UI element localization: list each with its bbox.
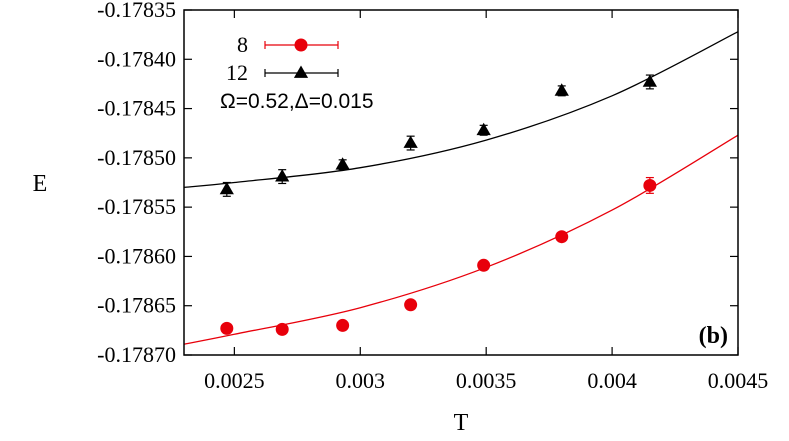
y-tick-label: -0.17855: [97, 194, 176, 219]
data-point-series-8: [275, 322, 289, 336]
legend: 8 12: [226, 32, 339, 85]
y-tick-label: -0.17850: [97, 145, 176, 170]
parameter-annotation: Ω=0.52,Δ=0.015: [220, 90, 374, 113]
y-tick-label: -0.17870: [97, 342, 176, 367]
y-axis-ticks: -0.17835 -0.17840 -0.17845 -0.17850 -0.17855…: [97, 0, 738, 367]
data-point-series-8: [643, 178, 657, 192]
x-axis-label: T: [454, 410, 469, 436]
legend-label-series-8: 8: [237, 32, 248, 57]
y-tick-label: -0.17865: [97, 293, 176, 318]
legend-marker-series-8: [294, 38, 308, 52]
panel-label: (b): [699, 323, 728, 349]
data-point-series-12: [335, 157, 350, 170]
data-points: [219, 74, 657, 336]
data-point-series-8: [220, 321, 234, 335]
data-point-series-12: [554, 83, 569, 96]
fit-curves: [183, 31, 739, 345]
data-point-series-8: [404, 298, 418, 312]
plot-frame: [183, 9, 739, 356]
legend-marker-series-12: [293, 65, 309, 78]
y-axis-label: E: [33, 171, 48, 197]
data-point-series-12: [642, 74, 657, 87]
x-tick-label: 0.0035: [456, 368, 517, 393]
y-tick-label: -0.17845: [97, 96, 176, 121]
fit-curve-series-12: [183, 31, 739, 189]
y-tick-label: -0.17835: [97, 0, 176, 22]
fit-curve-series-8: [183, 134, 739, 345]
data-point-series-8: [336, 318, 350, 332]
y-tick-label: -0.17840: [97, 46, 176, 71]
x-tick-label: 0.003: [336, 368, 386, 393]
data-point-series-12: [476, 122, 491, 136]
x-tick-label: 0.0025: [204, 368, 265, 393]
x-axis-ticks: 0.0025 0.003 0.0035 0.004 0.0045: [204, 10, 768, 393]
legend-label-series-12: 12: [226, 60, 248, 85]
y-tick-label: -0.17860: [97, 243, 176, 268]
data-point-series-8: [555, 230, 569, 244]
x-tick-label: 0.0045: [708, 368, 769, 393]
data-point-series-12: [403, 135, 418, 148]
data-point-series-8: [477, 258, 491, 272]
data-point-series-12: [219, 181, 234, 195]
x-tick-label: 0.004: [587, 368, 637, 393]
data-point-series-12: [275, 169, 290, 182]
